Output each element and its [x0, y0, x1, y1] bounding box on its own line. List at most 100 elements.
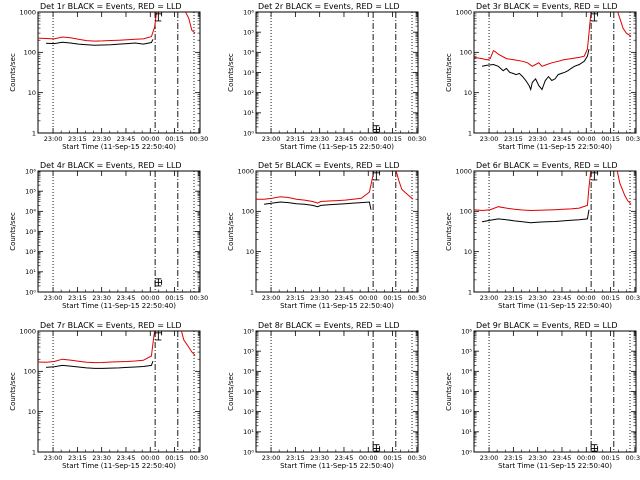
x-tick-label: 00:00: [577, 135, 596, 143]
plot-frame: [255, 170, 419, 293]
x-tick-label: 23:15: [504, 454, 523, 462]
x-axis-label: Start Time (11-Sep-15 22:50:40): [280, 143, 394, 151]
x-tick-label: 00:00: [141, 135, 160, 143]
x-tick-label: 23:30: [310, 454, 329, 462]
y-tick-label: 10⁴: [25, 208, 36, 216]
y-tick-label: 10¹: [243, 428, 254, 436]
x-tick-label: 00:15: [165, 454, 184, 462]
y-tick-label: 1000: [19, 8, 36, 16]
y-tick-label: 10³: [461, 388, 472, 396]
x-tick-label: 00:30: [625, 294, 640, 302]
x-tick-label: 23:15: [68, 294, 87, 302]
series-lld: [38, 12, 196, 42]
y-tick-label: 10⁵: [243, 28, 254, 36]
x-tick-label: 23:30: [528, 294, 547, 302]
plot-frame: [37, 170, 201, 293]
x-tick-label: 00:30: [189, 454, 208, 462]
x-tick-label: 23:15: [68, 135, 87, 143]
series-events: [481, 48, 590, 92]
y-tick-label: 10²: [243, 408, 254, 416]
error-bar-marker: [154, 12, 163, 22]
y-tick-label: 1: [32, 448, 36, 456]
x-tick-label: 00:00: [141, 454, 160, 462]
panel-title: Det 2r BLACK = Events, RED = LLD: [258, 2, 400, 11]
x-tick-label: 23:45: [335, 294, 354, 302]
y-tick-label: 10⁵: [243, 347, 254, 355]
x-tick-label: 23:15: [68, 454, 87, 462]
panel-9r: Det 9r BLACK = Events, RED = LLD 23:00 23:…: [445, 321, 640, 470]
series-events: [482, 209, 590, 224]
y-tick-label: 10: [246, 248, 254, 256]
plot-frame: [37, 330, 201, 453]
error-bar-marker: [372, 444, 381, 452]
series-events: [46, 39, 154, 46]
x-tick-label: 23:00: [44, 135, 63, 143]
panel-title: Det 3r BLACK = Events, RED = LLD: [476, 2, 618, 11]
series-lld: [474, 171, 632, 212]
plot-frame: [255, 330, 419, 453]
error-bar-marker: [154, 331, 163, 341]
x-tick-label: 00:00: [359, 454, 378, 462]
plot-frame: [255, 11, 419, 134]
x-tick-label: 23:30: [92, 135, 111, 143]
x-tick-label: 23:45: [553, 294, 572, 302]
x-tick-label: 23:30: [528, 454, 547, 462]
x-tick-label: 23:00: [262, 454, 281, 462]
y-tick-label: 10: [28, 408, 36, 416]
y-axis-label: Counts/sec: [445, 372, 453, 411]
y-tick-label: 1000: [455, 167, 472, 175]
y-tick-label: 1: [468, 129, 472, 137]
plot-frame: [473, 330, 637, 453]
x-tick-label: 23:45: [117, 454, 136, 462]
x-tick-label: 23:30: [528, 135, 547, 143]
series-events: [46, 360, 154, 369]
panel-title: Det 6r BLACK = Events, RED = LLD: [476, 161, 618, 170]
y-tick-label: 10⁰: [461, 448, 472, 456]
y-tick-label: 10⁶: [243, 327, 254, 335]
x-tick-label: 23:15: [286, 294, 305, 302]
y-axis-label: Counts/sec: [227, 212, 235, 251]
x-axis-label: Start Time (11-Sep-15 22:50:40): [498, 302, 612, 310]
x-tick-label: 00:15: [601, 135, 620, 143]
y-tick-label: 10⁰: [243, 448, 254, 456]
y-tick-label: 10⁶: [243, 8, 254, 16]
x-axis-label: Start Time (11-Sep-15 22:50:40): [280, 302, 394, 310]
x-tick-label: 23:15: [286, 135, 305, 143]
x-tick-label: 00:30: [625, 454, 640, 462]
y-tick-label: 10⁰: [243, 129, 254, 137]
x-tick-label: 00:15: [383, 135, 402, 143]
error-bar-marker: [372, 171, 381, 181]
y-tick-label: 10²: [461, 408, 472, 416]
error-bar-marker: [372, 125, 381, 133]
panel-title: Det 7r BLACK = Events, RED = LLD: [40, 321, 182, 330]
x-tick-label: 00:00: [141, 294, 160, 302]
y-axis-label: Counts/sec: [227, 53, 235, 92]
y-tick-label: 10³: [243, 388, 254, 396]
x-tick-label: 00:30: [625, 135, 640, 143]
panel-5r: Det 5r BLACK = Events, RED = LLD 23:00 23:…: [227, 161, 426, 310]
plot-frame: [37, 11, 201, 134]
x-tick-label: 23:45: [335, 454, 354, 462]
y-tick-label: 10⁰: [25, 288, 36, 296]
error-bar-marker: [154, 278, 163, 287]
x-tick-label: 23:30: [310, 294, 329, 302]
panel-8r: Det 8r BLACK = Events, RED = LLD 23:00 23:…: [227, 321, 426, 470]
panel-2r: Det 2r BLACK = Events, RED = LLD 23:00 23:…: [227, 2, 426, 151]
x-axis-label: Start Time (11-Sep-15 22:50:40): [62, 302, 176, 310]
x-tick-label: 00:30: [407, 454, 426, 462]
x-tick-label: 00:30: [407, 135, 426, 143]
x-tick-label: 00:00: [577, 454, 596, 462]
plot-frame: [473, 170, 637, 293]
x-tick-label: 23:15: [504, 294, 523, 302]
panel-title: Det 4r BLACK = Events, RED = LLD: [40, 161, 182, 170]
panel-6r: Det 6r BLACK = Events, RED = LLD 23:00 23:…: [445, 161, 640, 310]
x-tick-label: 00:15: [383, 294, 402, 302]
error-bar-marker: [590, 171, 599, 181]
x-tick-label: 00:00: [577, 294, 596, 302]
y-tick-label: 1: [468, 288, 472, 296]
y-axis-label: Counts/sec: [227, 372, 235, 411]
y-tick-label: 10⁴: [461, 368, 472, 376]
error-bar-marker: [590, 444, 599, 452]
y-tick-label: 10¹: [243, 109, 254, 117]
